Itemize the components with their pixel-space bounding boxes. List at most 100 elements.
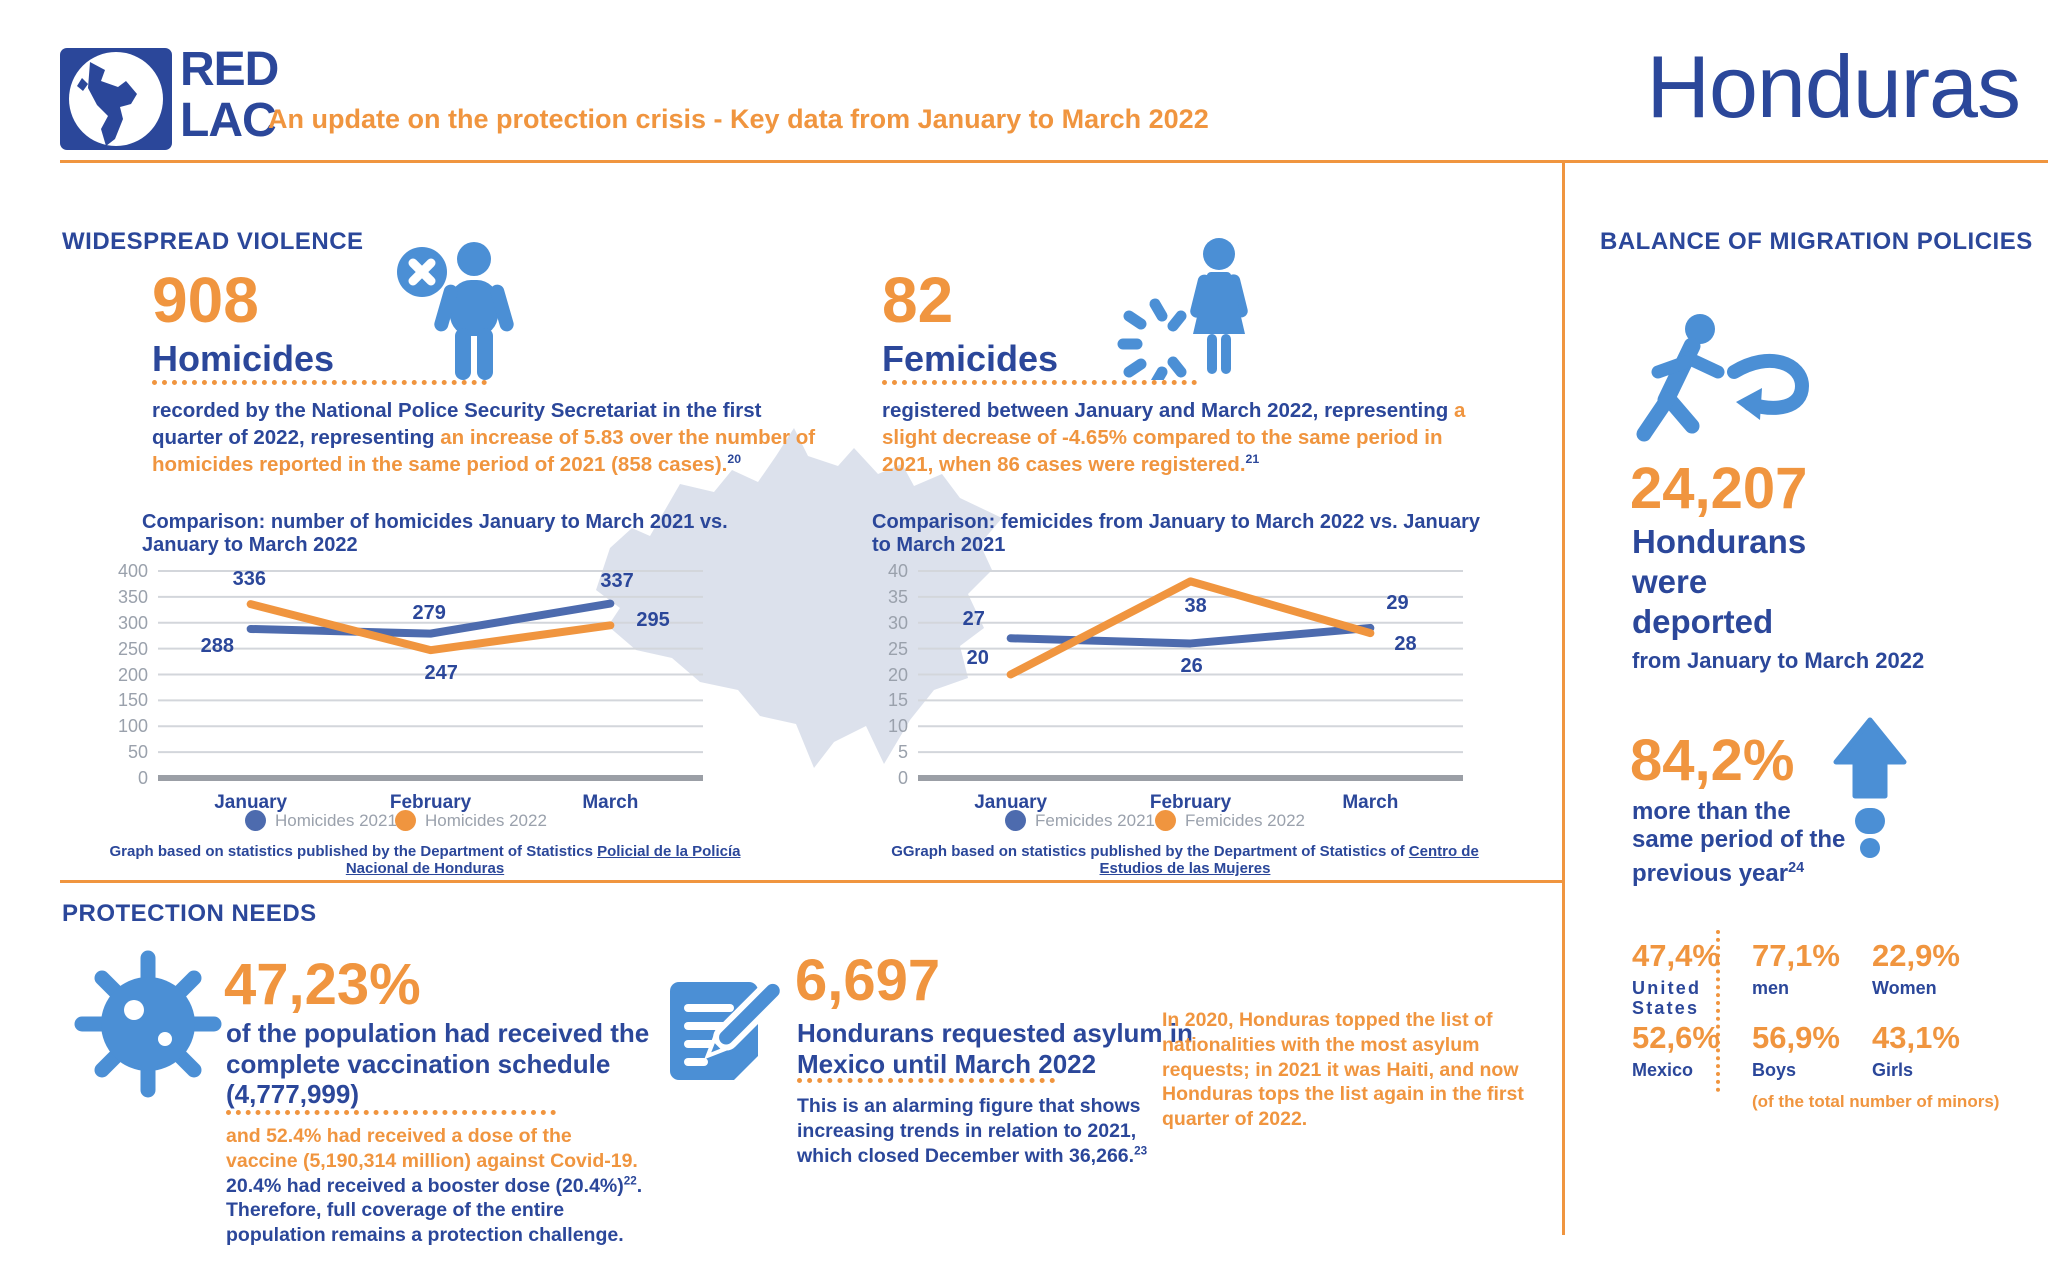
point-label: 29 [1386,591,1409,614]
legend-homicides-2021: Homicides 2021 [245,810,397,831]
y-tick-label: 40 [887,561,908,581]
deported-line1: Hondurans [1632,523,1807,560]
point-label: 288 [200,634,235,657]
minors-note: (of the total number of minors) [1752,1092,2000,1111]
stat-women-value: 22,9% [1872,938,1960,973]
y-tick-label: 20 [887,664,908,685]
month-label: February [1149,792,1232,813]
deported-period: from January to March 2022 [1632,648,1925,673]
increase-line2: same period of the [1632,826,1846,853]
point-label: 279 [412,601,446,624]
femicides-number: 82 [882,264,954,336]
legend-label-2021: Femicides 2021 [1035,810,1156,830]
legend-homicides-2022: Homicides 2022 [395,810,547,831]
homicides-chart-title: Comparison: number of homicides January … [142,511,728,556]
point-label: 38 [1184,595,1207,618]
increase-footnote: 24 [1788,860,1805,876]
legend-femicides-2021: Femicides 2021 [1005,810,1155,831]
point-label: 26 [1180,655,1203,678]
homicides-desc-orange: an increase of 5.83 over the number of h… [152,426,816,477]
femicides-footnote: 21 [1245,452,1260,467]
homicides-label: Homicides [152,338,335,379]
legend-femicides-2022: Femicides 2022 [1155,810,1305,831]
caption-source-link[interactable]: Policial de la Policía Nacional de Hondu… [345,843,741,877]
y-tick-label: 0 [137,768,148,788]
legend-dot-2021 [245,810,266,831]
y-tick-label: 200 [117,664,148,685]
section-title-violence: WIDESPREAD VIOLENCE [62,228,364,255]
asylum-context-note: In 2020, Honduras topped the list of nat… [1162,1009,1524,1130]
femicides-desc-plain: registered between January and March 202… [882,399,1454,422]
vaccination-desc-orange: and 52.4% had received a dose of the vac… [226,1125,638,1172]
asylum-title: Hondurans requested asylum in Mexico unt… [797,1018,1193,1079]
stat-mexico-value: 52,6% [1632,1020,1720,1055]
y-tick-label: 30 [887,612,908,633]
point-label: 27 [962,608,985,631]
y-tick-label: 15 [887,690,908,711]
homicides-dotted-rule [152,380,487,385]
increase-line3: previous year24 [1632,860,1805,887]
femicides-chart-title: Comparison: femicides from January to Ma… [872,511,1480,556]
report-subtitle: An update on the protection crisis - Key… [268,104,1209,134]
deported-line3: deported [1632,603,1774,640]
y-tick-label: 0 [897,768,908,788]
caption-source-link[interactable]: Centro de Estudios de las Mujeres [1099,843,1479,877]
femicides-desc-orange: a slight decrease of -4.65% compared to … [882,399,1466,477]
vaccination-desc-plain2: . Therefore, full coverage of the entire… [226,1174,643,1247]
legend-label-2022: Femicides 2022 [1185,810,1306,830]
honduras-map-silhouette [596,428,1002,768]
stat-women-label: Women [1872,978,1937,998]
woman-burst-icon [1117,238,1248,380]
stat-men-value: 77,1% [1752,938,1840,973]
person-x-icon [397,242,514,380]
point-label: 28 [1394,633,1417,656]
femicides-dotted-rule [882,380,1197,385]
deported-line2: were [1632,563,1708,600]
homicides-chart-caption: Graph based on statistics published by t… [100,843,750,877]
stats-dotted-divider [1716,930,1720,1092]
asylum-footnote: 23 [1134,1144,1148,1157]
legend-label-2022: Homicides 2022 [425,810,547,830]
month-label: February [389,792,472,813]
vaccination-description: and 52.4% had received a dose of the vac… [226,1124,646,1248]
femicides-chart-caption: GGraph based on statistics published by … [860,843,1510,877]
stat-us-label: United States [1632,978,1702,1018]
stat-us-value: 47,4% [1632,938,1720,973]
homicides-chart: Comparison: number of homicides January … [100,505,750,877]
point-label: 295 [636,609,670,632]
point-label: 20 [966,646,989,669]
increase-number: 84,2% [1630,728,1795,793]
stat-mexico-label: Mexico [1632,1060,1694,1080]
caption-text: GGraph based on statistics published by … [891,843,1409,860]
country-title: Honduras [1646,37,2021,136]
vaccination-number: 47,23% [224,952,421,1017]
point-label: 336 [232,568,267,591]
deported-label: Hondurans were deported [1632,522,1806,642]
homicides-number: 908 [152,264,259,336]
homicides-chart-plot: 0 50 100 150 200 250 300 350 400 288 279 337 336 247 2… [118,561,703,813]
virus-icon [74,950,222,1098]
y-tick-label: 10 [887,716,908,737]
caption-text: Graph based on statistics published by t… [109,843,598,860]
y-tick-label: 35 [887,586,908,607]
y-tick-label: 400 [117,561,148,581]
y-tick-label: 25 [887,638,908,659]
section-title-protection: PROTECTION NEEDS [62,900,317,927]
stat-boys-value: 56,9% [1752,1020,1840,1055]
document-pen-icon [670,977,786,1080]
legend-dot-2021 [1005,810,1026,831]
stat-men-label: men [1752,978,1790,998]
y-tick-label: 300 [117,612,148,633]
asylum-description: This is an alarming figure that shows in… [797,1094,1149,1168]
asylum-desc: This is an alarming figure that shows in… [797,1095,1141,1167]
month-label: January [214,792,288,813]
point-label: 247 [424,662,458,685]
y-tick-label: 350 [117,586,148,607]
legend-dot-2022 [1155,810,1176,831]
y-tick-label: 250 [117,638,148,659]
month-label: March [582,792,639,813]
asylum-dotted-rule [797,1078,1055,1083]
y-tick-label: 50 [127,742,148,763]
vaccination-footnote: 22 [623,1174,637,1187]
y-tick-label: 150 [117,690,148,711]
